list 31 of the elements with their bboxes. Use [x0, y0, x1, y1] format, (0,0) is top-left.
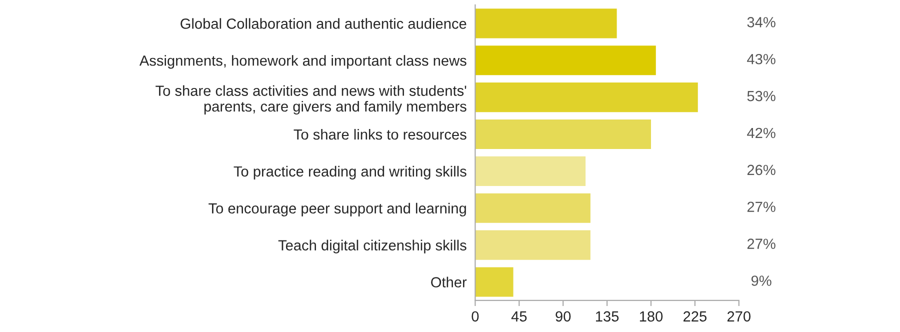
x-tick-label: 135	[596, 311, 619, 322]
text: 26%	[747, 164, 776, 176]
text: 27%	[747, 238, 776, 249]
bar	[475, 82, 698, 112]
y-tick-label: To share links to resources	[294, 128, 466, 140]
x-tick-label: 45	[511, 311, 527, 322]
x-tick-label: 180	[640, 311, 663, 322]
text: 53%	[747, 90, 776, 102]
text: 9%	[751, 276, 772, 286]
bar	[475, 230, 590, 260]
y-tick-label: Assignments, homework and important class news	[139, 55, 466, 69]
x-tick-label: 225	[684, 311, 707, 322]
bar	[475, 267, 514, 297]
x-tick-label: 270	[727, 311, 750, 322]
y-tick-label: Global Collaboration and authentic audience	[180, 18, 466, 29]
bar	[475, 193, 590, 223]
text: 43%	[747, 54, 776, 64]
x-tick-label: 90	[556, 311, 571, 322]
bar	[475, 119, 651, 150]
text: 42%	[747, 128, 776, 138]
y-tick-label: Other	[431, 276, 467, 288]
bar	[475, 8, 617, 38]
y-tick-label: To share class activities and news with students' parents, care givers and family members	[156, 85, 466, 115]
y-tick-label: Teach digital citizenship skills	[278, 240, 466, 254]
x-tick-label: 0	[472, 311, 479, 322]
text: 34%	[747, 17, 776, 28]
bar	[475, 156, 586, 186]
bar	[475, 46, 656, 76]
text: 27%	[747, 202, 776, 212]
y-tick-label: To encourage peer support and learning	[208, 202, 466, 216]
y-tick-label: To practice reading and writing skills	[234, 166, 466, 180]
